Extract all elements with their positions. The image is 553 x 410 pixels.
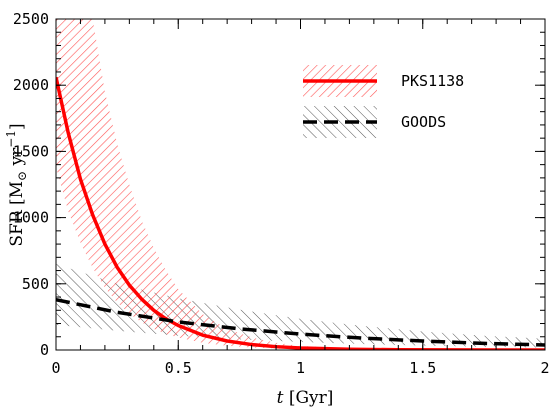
legend: PKS1138 GOODS xyxy=(303,65,464,138)
y-tick-label: 500 xyxy=(22,275,49,293)
y-axis-title: SFR [M⊙ yr−1] xyxy=(4,123,29,246)
legend-label-pks1138: PKS1138 xyxy=(401,72,464,90)
y-tick-label: 0 xyxy=(40,341,49,359)
legend-label-goods: GOODS xyxy=(401,113,446,131)
x-tick-label: 1.5 xyxy=(409,359,436,377)
y-tick-label: 1500 xyxy=(13,142,49,160)
band-pks1138 xyxy=(56,19,545,350)
x-axis-title: t [Gyr] xyxy=(277,388,334,408)
series-line-goods xyxy=(56,297,545,347)
x-tick-label: 1 xyxy=(296,359,305,377)
y-tick-label: 2500 xyxy=(13,10,49,28)
y-tick-label: 1000 xyxy=(13,209,49,227)
x-tick-label: 0 xyxy=(51,359,60,377)
y-tick-label: 2000 xyxy=(13,76,49,94)
x-tick-label: 0.5 xyxy=(165,359,192,377)
x-tick-label: 2 xyxy=(540,359,549,377)
